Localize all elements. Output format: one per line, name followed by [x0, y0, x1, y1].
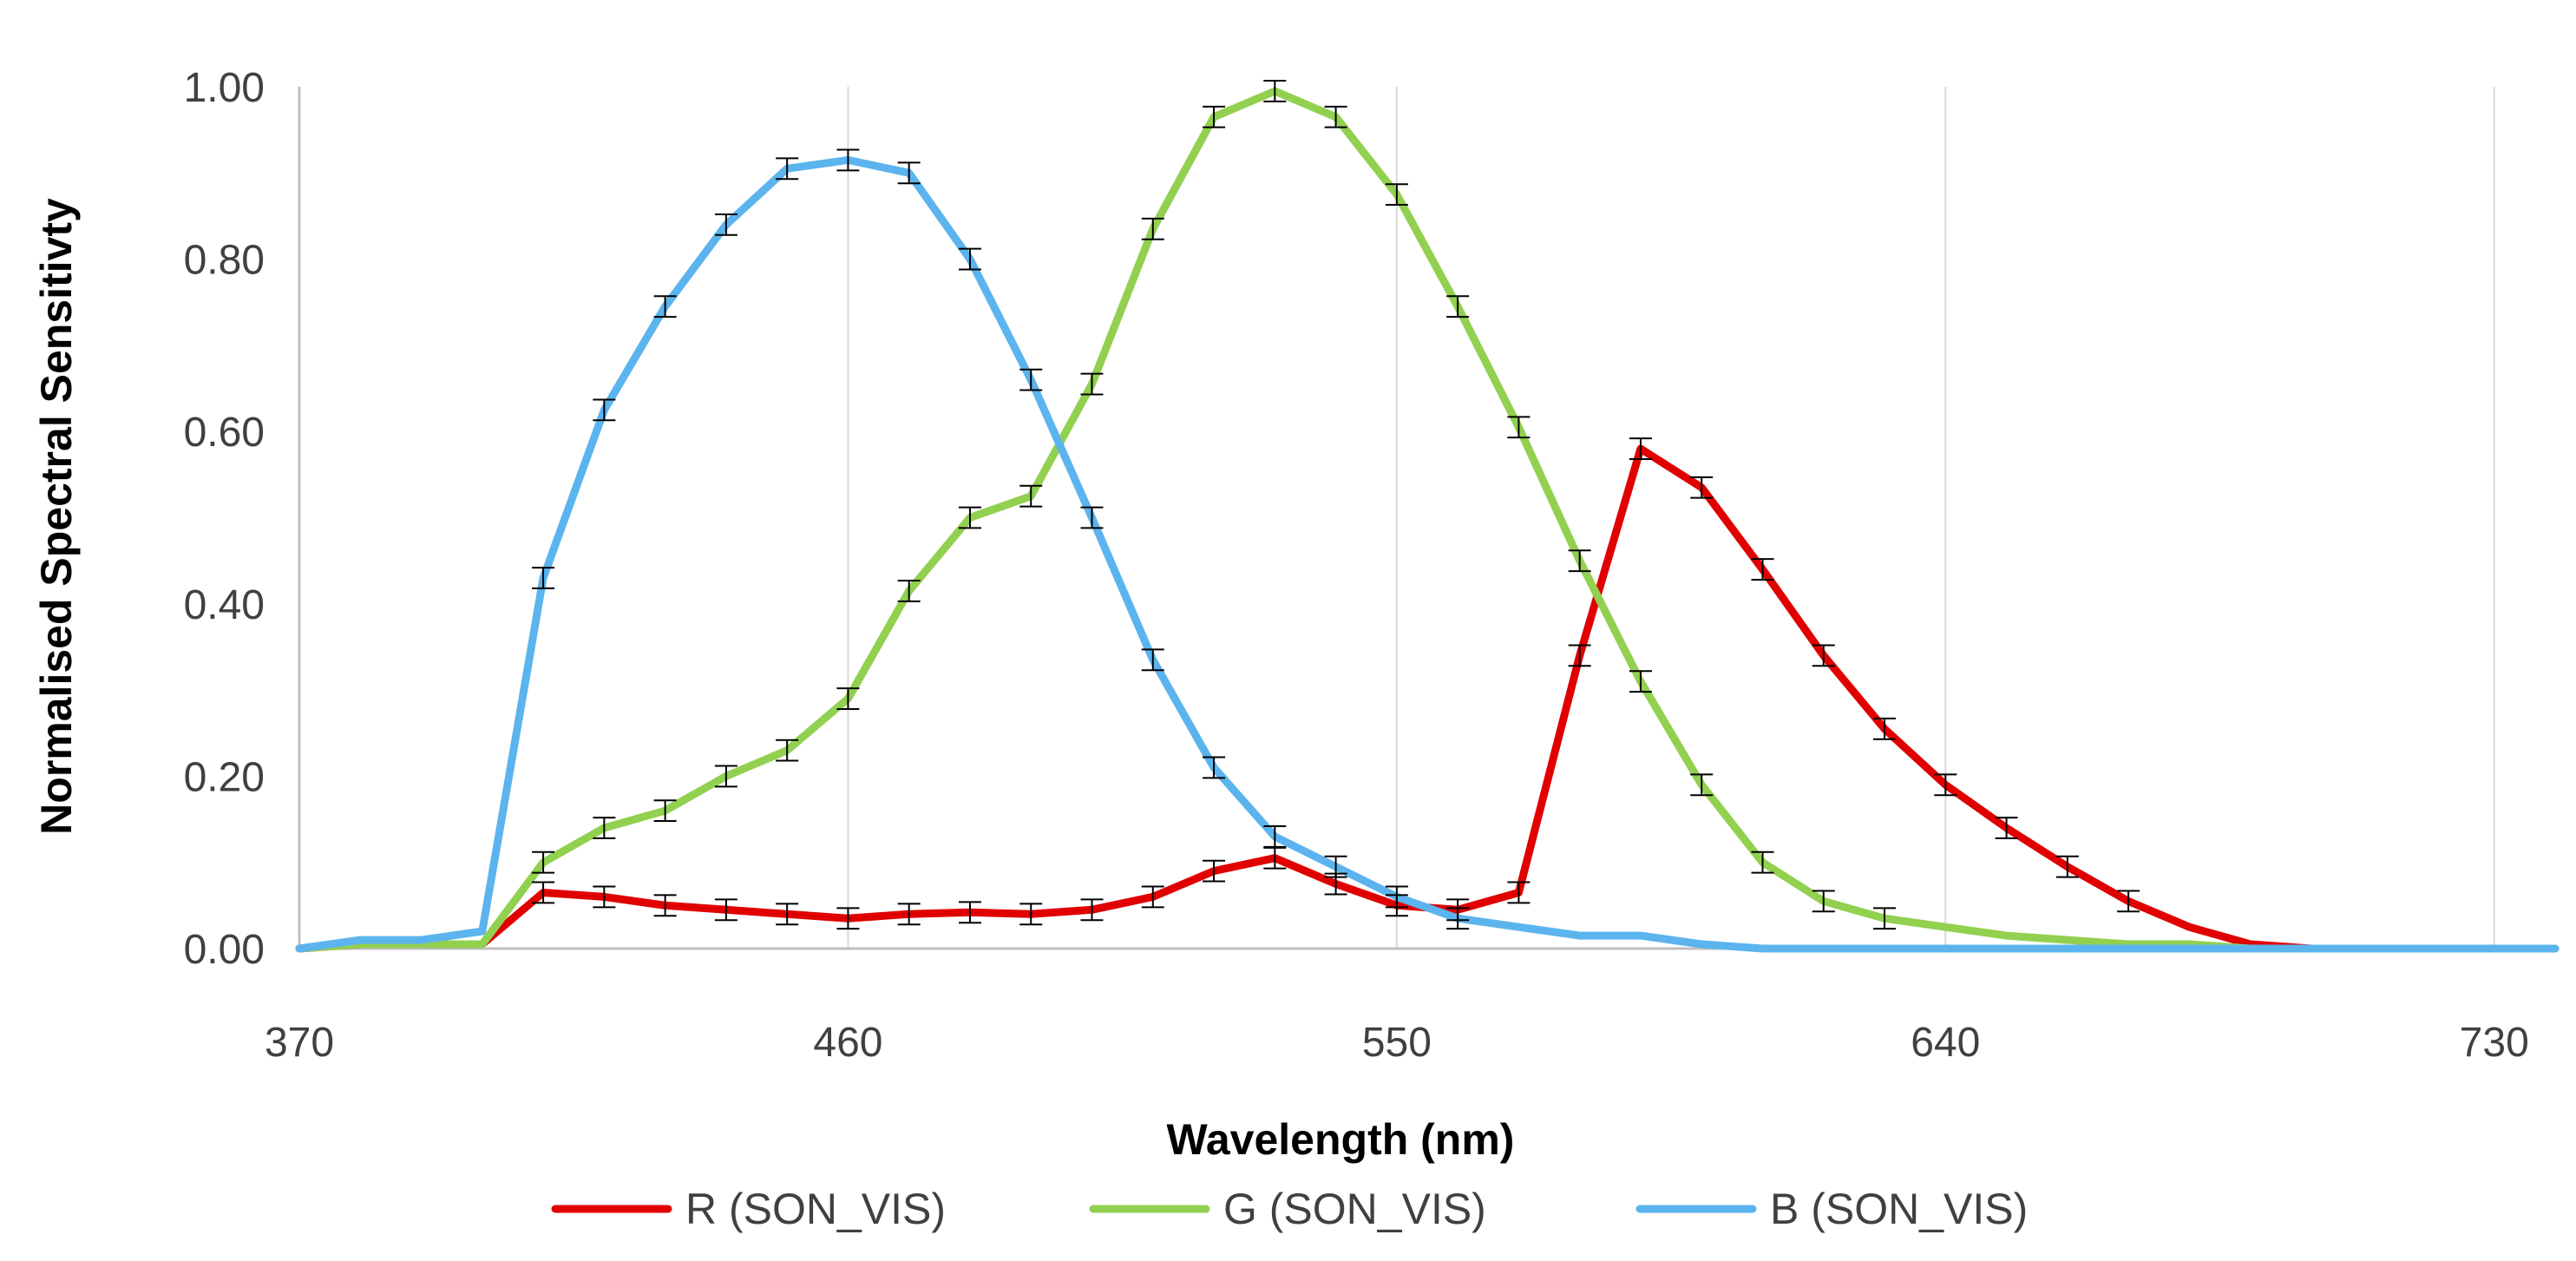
error-bar [1568, 549, 1591, 573]
error-bar [776, 739, 799, 762]
error-bar [1385, 183, 1408, 207]
error-bar [1873, 717, 1897, 740]
error-bar [714, 213, 737, 236]
error-bar [836, 687, 860, 710]
error-bar [1203, 756, 1226, 779]
error-bar [1873, 907, 1897, 930]
x-tick-label-550: 550 [1362, 1020, 1432, 1066]
legend-label: R (SON_VIS) [685, 1185, 946, 1233]
grid-layer [847, 87, 2495, 949]
y-tick-label-0.80: 0.80 [184, 238, 265, 284]
error-bar [776, 157, 799, 181]
error-bar [1629, 437, 1652, 460]
error-bar [714, 765, 737, 788]
error-bar [1690, 773, 1714, 797]
error-bar [1385, 885, 1408, 909]
error-bar [1995, 817, 2018, 839]
error-bar [1690, 476, 1714, 499]
error-bar [532, 567, 555, 589]
error-bar [958, 901, 981, 924]
error-bar [776, 903, 799, 926]
legend: R (SON_VIS) G (SON_VIS) B (SON_VIS) [551, 1185, 2028, 1233]
error-bar [1446, 295, 1470, 319]
error-bar [1263, 824, 1287, 848]
error-bar [1568, 644, 1591, 667]
error-bar [1507, 881, 1531, 904]
series-line-r [295, 444, 2560, 953]
error-bar [714, 898, 737, 922]
series-line-b [295, 155, 2560, 953]
legend-item-b: B (SON_VIS) [1635, 1185, 2028, 1233]
error-bar [897, 161, 921, 185]
error-bar [1263, 80, 1287, 102]
error-bar [897, 903, 921, 926]
x-tick-label-370: 370 [265, 1020, 334, 1066]
error-bar [1324, 105, 1347, 128]
y-tick-label-0.40: 0.40 [184, 582, 265, 628]
error-bar [1507, 416, 1531, 439]
x-tick-label-460: 460 [813, 1020, 882, 1066]
tick-labels-layer: 370 460 550 640 730 0.00 0.20 0.40 0.60 0.80 1.00 [184, 65, 2529, 1066]
error-bar [1812, 890, 1835, 913]
error-bar [653, 894, 677, 917]
error-bar [653, 799, 677, 823]
error-bar [653, 295, 677, 319]
error-bar [1080, 898, 1104, 922]
legend-label: G (SON_VIS) [1223, 1185, 1486, 1233]
legend-item-r: R (SON_VIS) [551, 1185, 946, 1233]
error-bar [1019, 484, 1043, 508]
error-bar [1080, 372, 1104, 396]
y-tick-label-0.00: 0.00 [184, 927, 265, 973]
error-bar [593, 817, 616, 839]
error-bars-layer [532, 80, 2140, 930]
error-bar [532, 851, 555, 874]
error-bar [1446, 907, 1470, 930]
error-bar [836, 148, 860, 172]
error-bar [1019, 903, 1043, 926]
x-axis-title: Wavelength (nm) [1167, 1115, 1515, 1164]
y-axis-title: Normalised Spectral Sensitivty [32, 198, 81, 835]
error-bar [958, 506, 981, 529]
error-bar [1934, 773, 1957, 797]
error-bar [1629, 670, 1652, 693]
error-bar [1141, 885, 1164, 909]
series-layer [295, 87, 2560, 953]
error-bar [1812, 644, 1835, 667]
y-tick-label-0.20: 0.20 [184, 754, 265, 800]
x-tick-label-640: 640 [1911, 1020, 1980, 1066]
error-bar [1751, 851, 1774, 874]
error-bar [1019, 368, 1043, 391]
error-bar [958, 247, 981, 271]
error-bar [1141, 648, 1164, 672]
error-bar [836, 907, 860, 930]
y-tick-label-0.60: 0.60 [184, 410, 265, 456]
legend-label: B (SON_VIS) [1770, 1185, 2028, 1233]
error-bar [593, 885, 616, 909]
error-bar [593, 398, 616, 422]
error-bar [1203, 859, 1226, 883]
error-bar [1324, 855, 1347, 878]
y-tick-label-1.00: 1.00 [184, 65, 265, 111]
legend-item-g: G (SON_VIS) [1089, 1185, 1486, 1233]
error-bar [1080, 506, 1104, 529]
error-bar [1203, 105, 1226, 128]
error-bar [1751, 558, 1774, 581]
error-bar [897, 579, 921, 602]
series-line-g [295, 87, 2560, 953]
error-bar [2055, 855, 2079, 878]
error-bar [2117, 890, 2140, 913]
error-bar [1141, 217, 1164, 240]
x-tick-label-730: 730 [2460, 1020, 2529, 1066]
error-bar [532, 881, 555, 904]
